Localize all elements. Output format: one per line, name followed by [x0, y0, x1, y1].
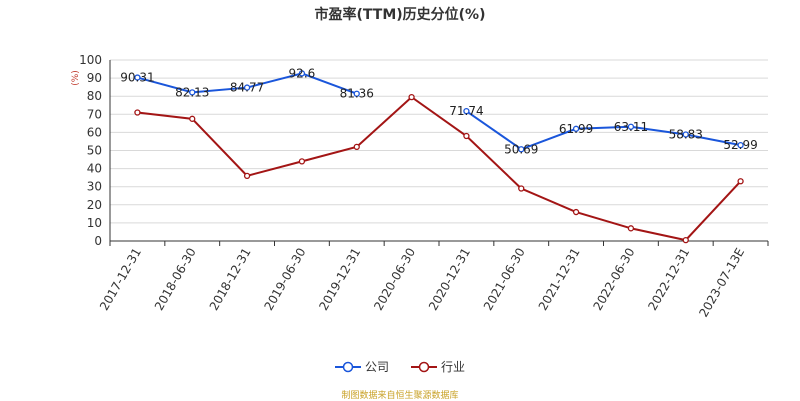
data-point-1	[298, 158, 306, 165]
data-point-0	[353, 90, 360, 97]
data-point-1	[134, 109, 141, 116]
x-tick-label: 2018-12-31	[207, 245, 254, 312]
data-point-1	[353, 143, 360, 151]
x-tick-label: 2020-06-30	[371, 246, 418, 313]
data-point-0	[463, 108, 470, 115]
x-tick-label: 2018-06-30	[152, 246, 199, 313]
data-point-1	[572, 208, 580, 216]
data-point-0	[189, 89, 196, 96]
legend-item-industry[interactable]: 行业	[411, 358, 465, 375]
data-label-0: 63.11	[614, 120, 648, 134]
data-label-0: 82.13	[175, 85, 209, 99]
data-label-0: 90.31	[120, 71, 154, 85]
data-point-0	[737, 141, 744, 149]
legend-marker-company	[334, 361, 361, 372]
x-tick-label: 2022-12-31	[645, 246, 692, 313]
x-tick-label: 2022-06-30	[591, 246, 638, 313]
y-tick-label: 40	[87, 162, 102, 176]
data-point-1	[737, 178, 744, 185]
data-point-0	[298, 70, 306, 77]
y-tick-label: 0	[94, 234, 102, 248]
data-point-0	[572, 125, 580, 132]
x-tick-label: 2019-06-30	[262, 246, 309, 313]
y-tick-label: 20	[87, 198, 102, 212]
y-tick-label: 60	[87, 125, 102, 139]
y-tick-label: 70	[87, 107, 102, 121]
data-label-0: 71.74	[449, 104, 483, 118]
x-tick-label: 2021-06-30	[481, 246, 528, 313]
data-point-0	[243, 84, 251, 91]
data-label-0: 61.99	[559, 122, 593, 136]
data-point-1	[627, 225, 635, 232]
legend-item-company[interactable]: 公司	[334, 358, 389, 375]
data-label-0: 81.36	[340, 87, 374, 101]
series-line-0	[465, 110, 741, 151]
series-line-1	[137, 95, 742, 242]
data-point-1	[243, 172, 251, 179]
x-tick-label: 2019-12-31	[316, 246, 363, 313]
y-tick-label: 90	[87, 71, 102, 85]
y-tick-label: 50	[87, 144, 102, 158]
data-point-0	[627, 123, 635, 130]
x-tick-label: 2017-12-31	[97, 246, 144, 313]
data-label-0: 58.83	[669, 128, 703, 142]
data-point-0	[518, 146, 525, 153]
y-axis-label: (%)	[71, 70, 81, 86]
data-point-1	[518, 185, 525, 192]
x-tick-label: 2021-12-31	[536, 246, 583, 313]
data-point-0	[134, 74, 141, 81]
legend-marker-industry	[411, 361, 437, 372]
x-tick-label: 2020-12-31	[426, 245, 473, 312]
x-tick-label: 2023-07-13E	[696, 246, 747, 320]
data-label-0: 50.69	[504, 142, 538, 156]
data-point-1	[682, 236, 689, 244]
data-label-0: 92.6	[289, 66, 316, 80]
data-point-1	[408, 93, 415, 101]
y-tick-label: 80	[87, 89, 102, 103]
data-label-0: 84.77	[230, 81, 264, 95]
y-tick-label: 10	[87, 216, 102, 230]
data-label-0: 52.99	[723, 138, 757, 152]
y-tick-label: 30	[87, 180, 102, 194]
data-point-1	[463, 132, 470, 140]
legend-label-company: 公司	[364, 360, 389, 374]
chart-title: 市盈率(TTM)历史分位(%)	[314, 7, 486, 23]
legend-label-industry: 行业	[441, 360, 466, 374]
source-footer: 制图数据来自恒生聚源数据库	[341, 391, 459, 401]
data-point-1	[189, 115, 196, 122]
y-tick-label: 100	[79, 53, 102, 67]
data-point-0	[682, 131, 689, 138]
legend: 公司 行业	[0, 358, 800, 375]
